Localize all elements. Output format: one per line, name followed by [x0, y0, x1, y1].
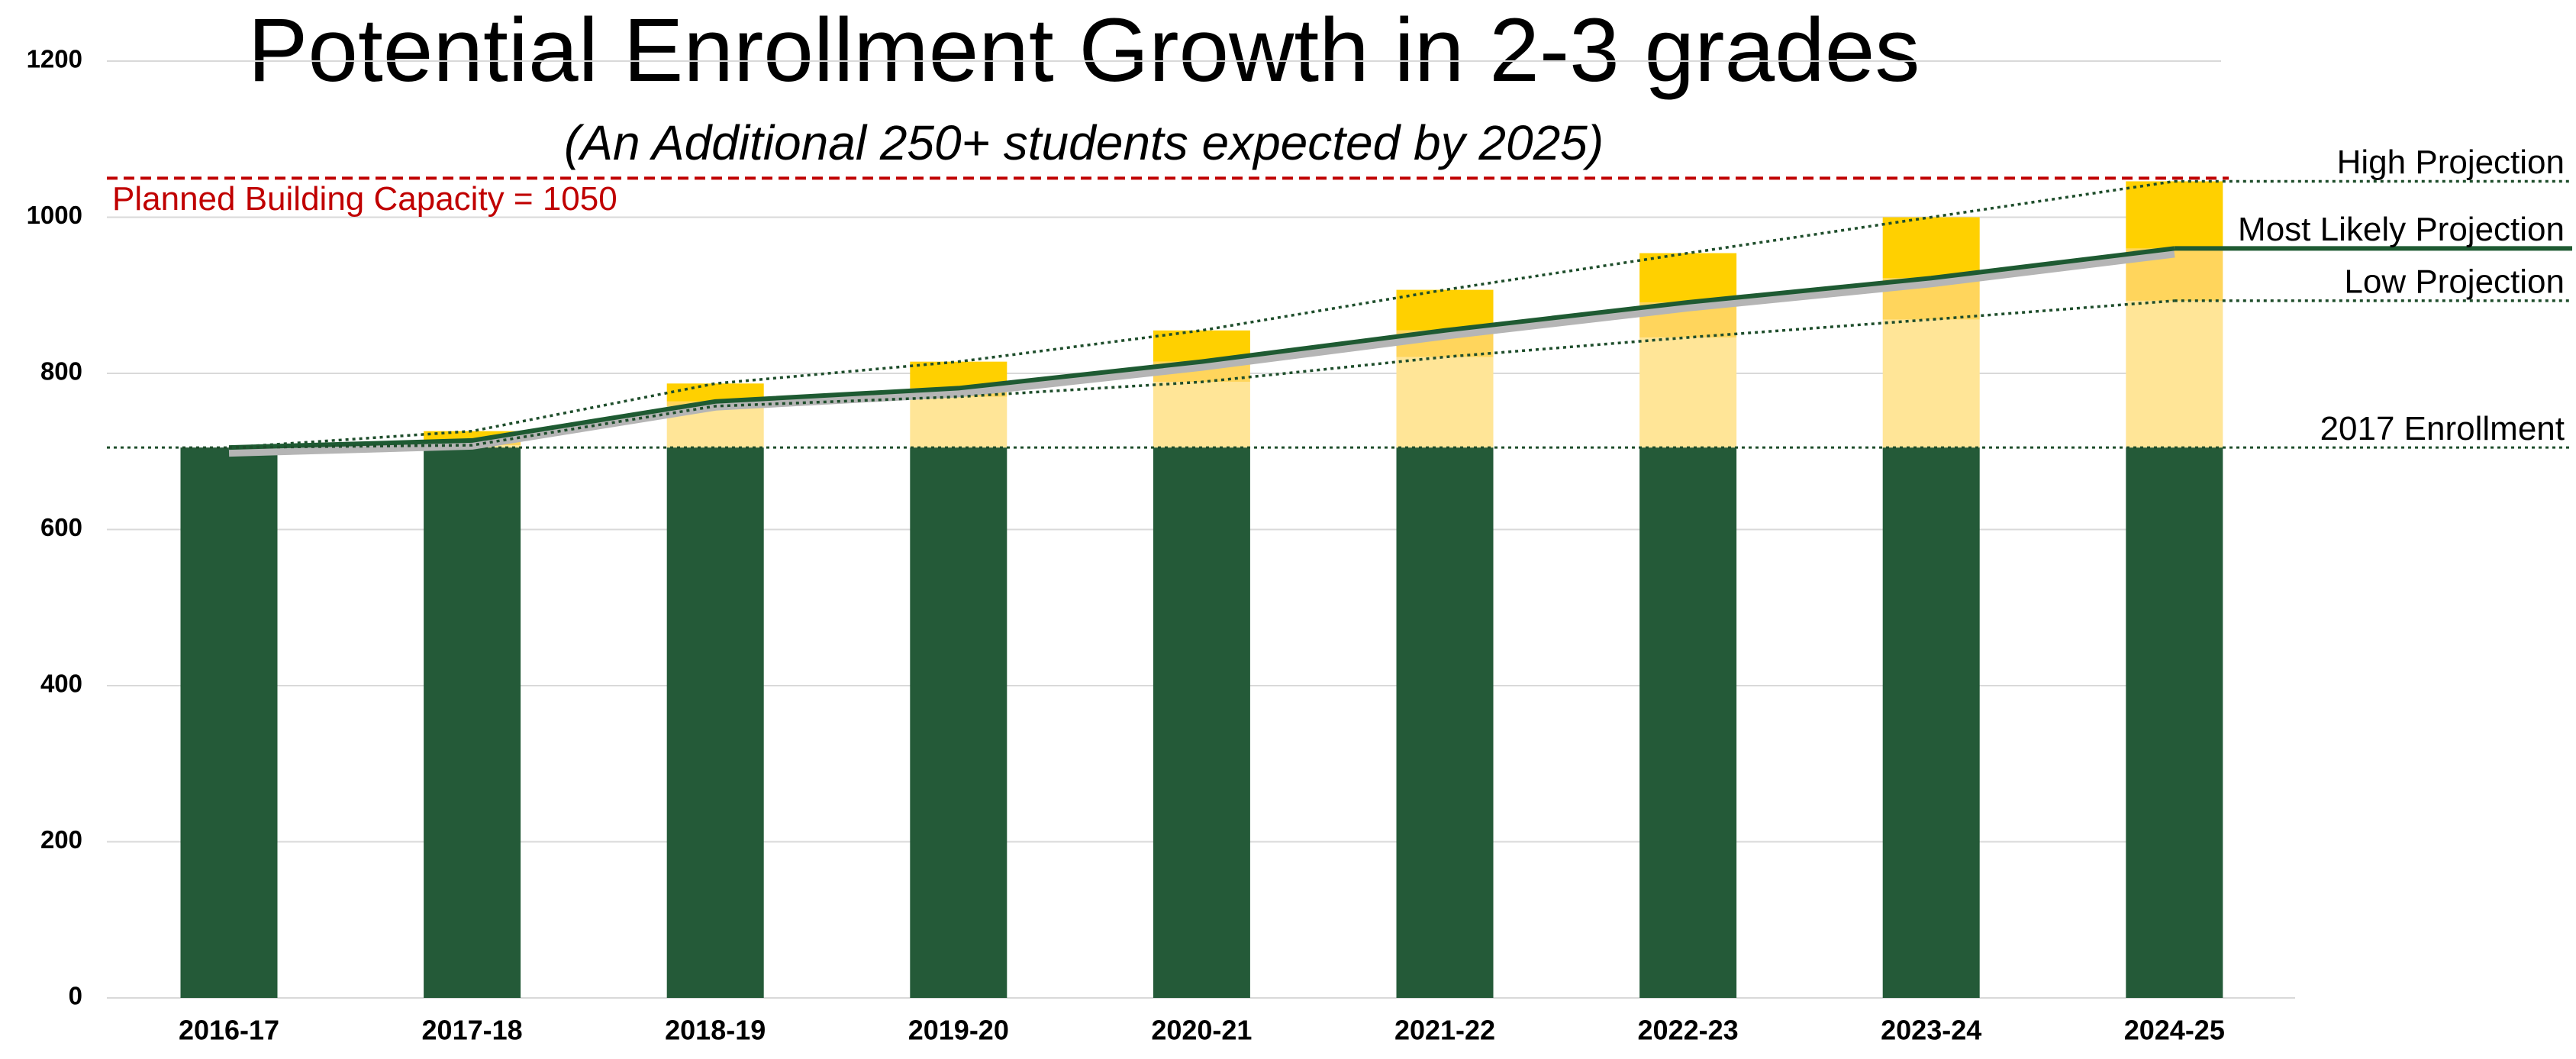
bar-segment	[2126, 181, 2223, 249]
y-tick-label: 800	[40, 357, 82, 386]
x-tick-label: 2020-21	[1151, 1015, 1252, 1046]
bar-segment	[1396, 447, 1494, 998]
y-tick-label: 400	[40, 670, 82, 698]
y-tick-label: 0	[69, 982, 82, 1010]
bar-segment	[424, 447, 521, 998]
bar-segment	[910, 396, 1008, 448]
x-tick-label: 2019-20	[908, 1015, 1009, 1046]
x-tick-label: 2021-22	[1394, 1015, 1495, 1046]
bar-segment	[910, 447, 1008, 998]
x-tick-label: 2024-25	[2124, 1015, 2225, 1046]
y-tick-label: 1200	[27, 45, 82, 73]
chart-subtitle: (An Additional 250+ students expected by…	[564, 115, 1604, 170]
projection-line	[228, 246, 2175, 450]
x-tick-label: 2017-18	[422, 1015, 523, 1046]
bar-segment	[1153, 382, 1250, 448]
x-tick-label: 2016-17	[179, 1015, 279, 1046]
bar-segment	[2126, 300, 2223, 448]
x-tick-label: 2023-24	[1881, 1015, 1981, 1046]
bar-segment	[1882, 217, 1980, 279]
bar-segment	[180, 447, 278, 998]
reference-label: Planned Building Capacity = 1050	[112, 180, 617, 218]
bar-segment	[666, 383, 764, 402]
projection-line	[228, 299, 2175, 449]
bar-segment	[1639, 337, 1737, 448]
x-tick-label: 2022-23	[1638, 1015, 1739, 1046]
bar-segment	[1153, 447, 1250, 998]
bar-segment	[1639, 447, 1737, 998]
projection-label: High Projection	[2337, 144, 2565, 181]
y-tick-label: 200	[40, 825, 82, 854]
projection-label: Low Projection	[2344, 263, 2565, 301]
chart-title: Potential Enrollment Growth in 2-3 grade…	[248, 0, 1920, 101]
y-tick-label: 600	[40, 513, 82, 541]
reference-label: 2017 Enrollment	[2320, 410, 2565, 447]
x-tick-label: 2018-19	[665, 1015, 766, 1046]
bar-segment	[1882, 447, 1980, 998]
projection-label: Most Likely Projection	[2238, 211, 2565, 248]
bar-segment	[1882, 319, 1980, 448]
bar-segment	[1396, 357, 1494, 448]
y-tick-label: 1000	[27, 201, 82, 229]
bar-segment	[2126, 447, 2223, 998]
bar-segment	[666, 447, 764, 998]
bar-segment	[1639, 253, 1737, 302]
projection-line	[228, 179, 2175, 449]
bar-segment	[1396, 289, 1494, 331]
